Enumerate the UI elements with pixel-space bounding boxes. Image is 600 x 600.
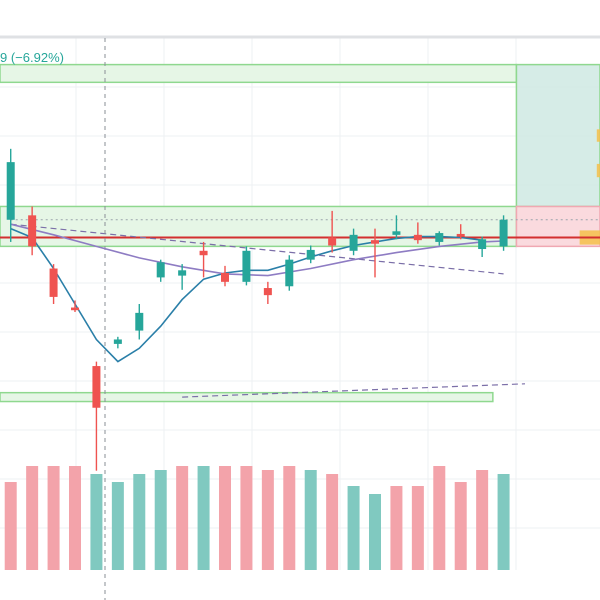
candle-body: [392, 231, 401, 235]
volume-bar: [261, 470, 274, 570]
volume-bar: [69, 466, 81, 570]
target-zone: [515, 63, 600, 208]
highlight-marker: [596, 163, 600, 178]
candle-body: [285, 259, 294, 287]
volume-bar: [47, 466, 60, 570]
candle-body: [306, 249, 315, 260]
volume-bar: [111, 482, 124, 570]
candle-body: [349, 234, 358, 251]
candle-body: [328, 237, 337, 246]
volume-bar: [326, 474, 339, 570]
price-zones: [0, 63, 600, 403]
candle-body: [499, 219, 508, 247]
volume-bar: [197, 466, 210, 570]
volume-bar: [454, 482, 467, 570]
candle-body: [242, 250, 251, 282]
zone-zone: [0, 391, 494, 403]
candle-body: [113, 339, 122, 344]
volume-bar: [433, 466, 446, 570]
candle-body: [199, 250, 208, 256]
volume-bar: [390, 486, 403, 570]
volume-bar: [4, 482, 17, 570]
candle-body: [135, 312, 144, 331]
volume-bar: [497, 474, 510, 570]
volume-bar: [369, 494, 381, 570]
candle-body: [71, 307, 79, 311]
candle-body: [92, 366, 101, 408]
volume-bar: [347, 486, 360, 570]
candle-body: [263, 288, 272, 296]
candle-body: [435, 233, 444, 242]
dashed-trendline: [182, 383, 526, 398]
volume-bar: [219, 466, 231, 570]
candle-body: [28, 215, 37, 247]
candle-body: [371, 240, 379, 244]
volume-bar: [411, 486, 424, 570]
candle-body: [156, 262, 165, 278]
volume-bar: [133, 474, 146, 570]
volume-bar: [240, 466, 253, 570]
volume-bar: [154, 470, 167, 570]
volume-bar: [476, 470, 489, 570]
volume-bars: [4, 466, 510, 570]
candle-body: [221, 272, 229, 282]
volume-bar: [26, 466, 39, 570]
price-change-label: 9 (−6.92%): [0, 50, 64, 65]
dashed-trendline: [10, 223, 504, 275]
volume-bar: [283, 466, 296, 570]
candle-body: [49, 268, 58, 297]
moving-average-line: [10, 223, 504, 277]
volume-bar: [176, 466, 189, 570]
zone-zone: [0, 63, 518, 84]
volume-bar: [304, 470, 317, 570]
candle-body: [413, 234, 422, 241]
chart-grid: [0, 38, 600, 570]
highlight-marker: [596, 129, 600, 142]
volume-bar: [90, 474, 103, 570]
candle-body: [178, 270, 187, 276]
candle-body: [478, 239, 487, 250]
indicator-lines: [0, 38, 600, 600]
candle-body: [6, 162, 15, 220]
candle-body: [456, 233, 465, 237]
price-candles: [6, 148, 508, 471]
